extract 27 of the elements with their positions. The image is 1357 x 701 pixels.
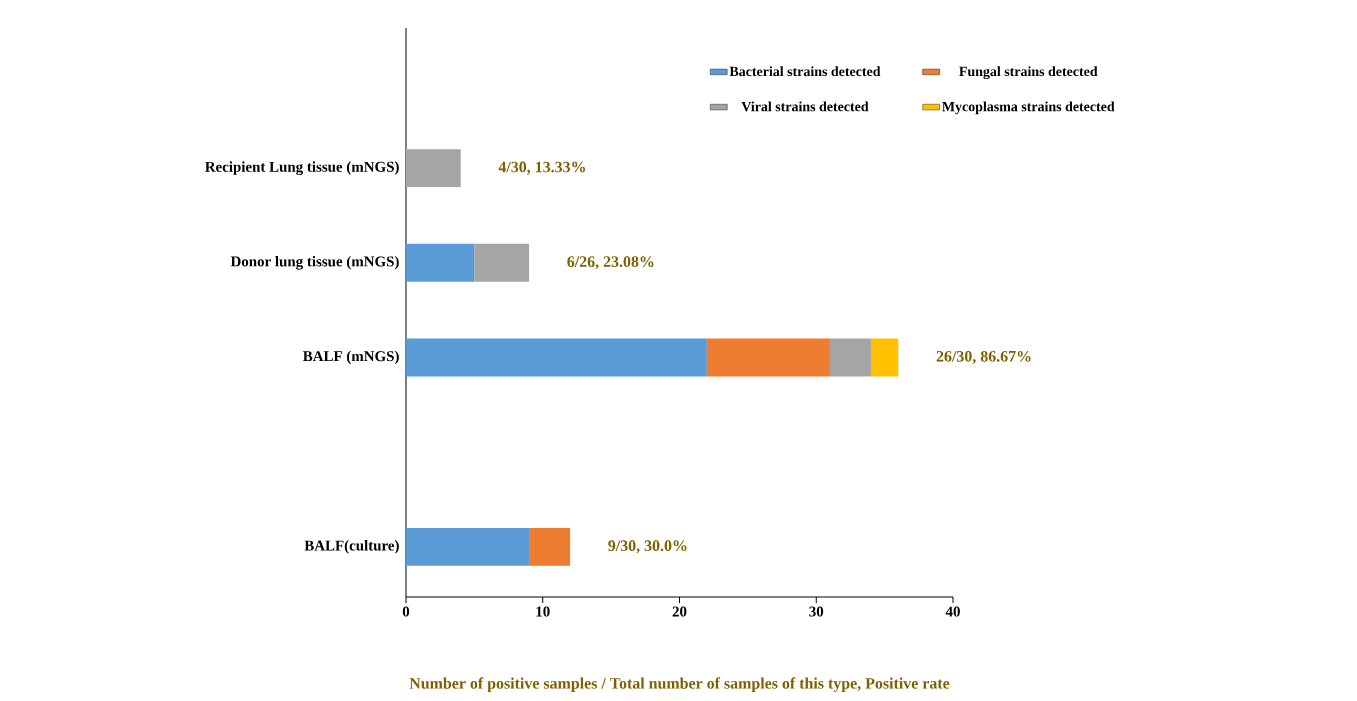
x-tick-label: 10 — [536, 606, 550, 617]
total-label: 26/30, 86.67% — [936, 350, 1031, 365]
legend-label: Viral strains detected — [741, 101, 869, 112]
bar — [870, 338, 899, 377]
bar — [406, 149, 461, 188]
bar — [529, 527, 571, 566]
x-tick-label: 0 — [402, 606, 410, 617]
x-tick-label: 30 — [809, 606, 824, 617]
x-tick-label: 20 — [672, 606, 687, 617]
bar — [474, 243, 530, 282]
total-label: 9/30, 30.0% — [608, 540, 687, 554]
y-tick-label: Donor lung tissue (mNGS) — [230, 255, 399, 270]
bar — [706, 338, 830, 377]
legend-label: Fungal strains detected — [959, 66, 1098, 80]
y-tick-label: BALF(culture) — [304, 540, 399, 554]
x-axis-title: Number of positive samples / Total number of samples of this type, Positive rate — [409, 677, 950, 692]
bar — [406, 527, 530, 566]
bar — [829, 338, 871, 377]
total-label: 4/30, 13.33% — [498, 161, 585, 175]
y-tick-label: BALF (mNGS) — [303, 350, 399, 365]
x-tick-label: 40 — [945, 606, 960, 617]
legend-label: Mycoplasma strains detected — [942, 101, 1115, 115]
total-label: 6/26, 23.08% — [567, 256, 654, 270]
legend-label: Bacterial strains detected — [729, 66, 881, 77]
bar — [406, 243, 475, 282]
y-tick-label: Recipient Lung tissue (mNGS) — [205, 161, 399, 175]
bar — [406, 338, 707, 377]
